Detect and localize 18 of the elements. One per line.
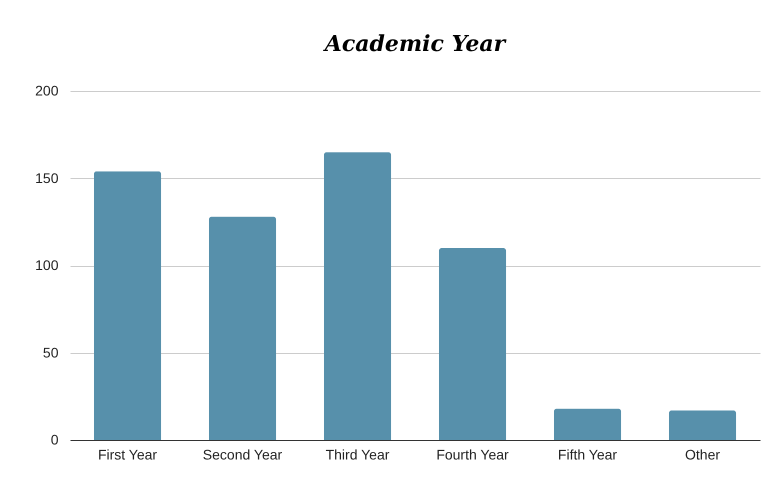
bar	[554, 408, 622, 440]
y-tick-label: 50	[42, 344, 59, 360]
bar	[668, 410, 736, 440]
x-tick-label: Third Year	[326, 446, 390, 462]
x-tick-label: Other	[684, 446, 720, 462]
y-tick-label: 0	[50, 432, 59, 448]
chart-title: Academic Year	[322, 31, 507, 57]
x-tick-label: Fifth Year	[558, 446, 618, 462]
y-tick-label: 100	[35, 257, 59, 273]
y-tick-label: 150	[35, 170, 59, 186]
bar	[94, 171, 162, 440]
bar	[324, 152, 392, 440]
bar	[438, 248, 506, 440]
x-tick-label: Second Year	[202, 446, 283, 462]
bar	[208, 216, 276, 440]
x-tick-label: First Year	[98, 446, 158, 462]
x-tick-label: Fourth Year	[436, 446, 510, 462]
y-tick-label: 200	[35, 82, 59, 98]
